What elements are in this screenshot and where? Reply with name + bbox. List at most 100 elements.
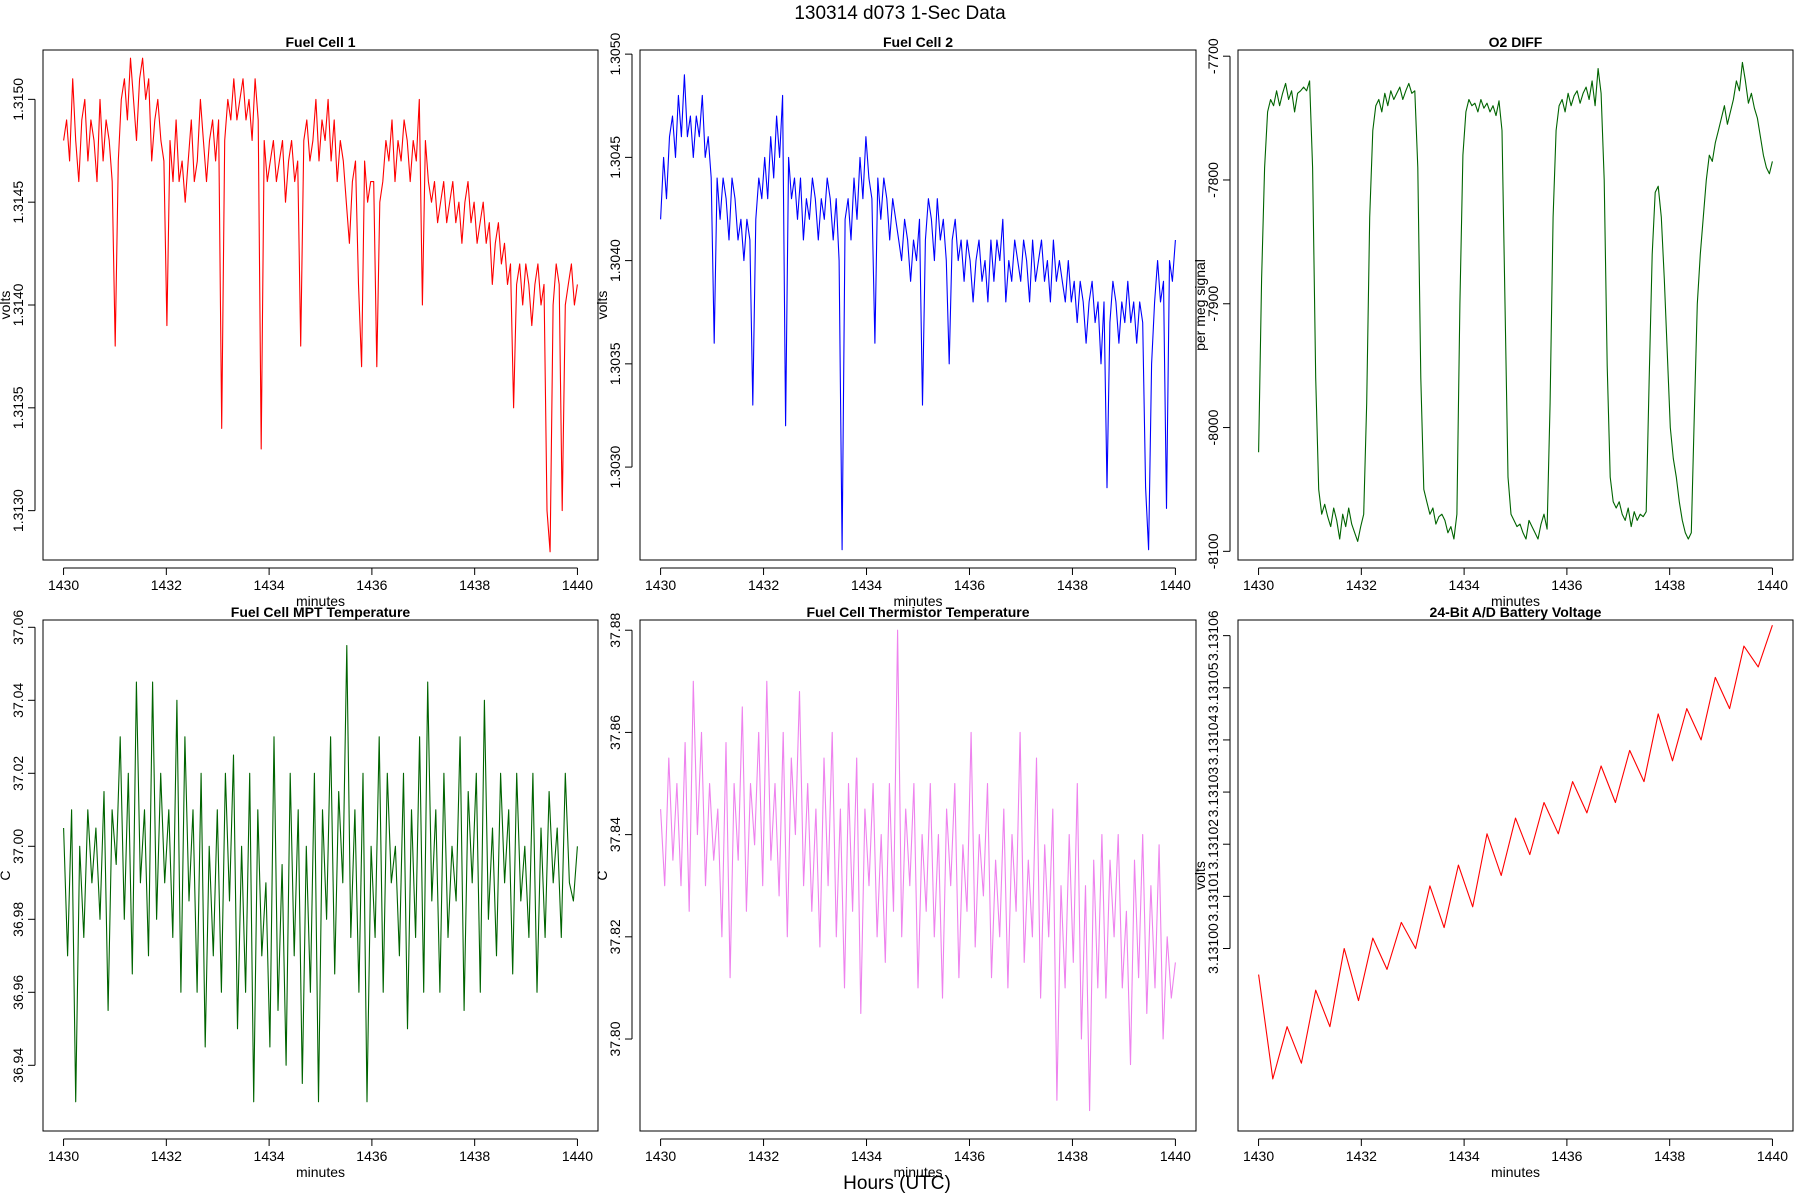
figure-title: 130314 d073 1-Sec Data — [794, 3, 1006, 24]
x-axis-label: minutes — [296, 593, 345, 609]
y-tick-label: -7800 — [1205, 162, 1221, 198]
y-tick-label: -7700 — [1205, 38, 1221, 74]
panel-4: Fuel Cell MPT Temperature 1430 1432 1434 143… — [0, 604, 599, 1180]
y-tick-label: 1.3140 — [10, 283, 26, 326]
x-tick-label: 1430 — [645, 1148, 676, 1164]
y-tick-label: 1.3135 — [10, 386, 26, 429]
x-tick-label: 1430 — [48, 1148, 79, 1164]
series-line — [63, 57, 578, 553]
plot-frame — [1237, 619, 1794, 1132]
x-tick-label: 1430 — [1243, 1148, 1274, 1164]
x-axis-label: minutes — [1491, 1164, 1540, 1180]
x-tick-label: 1438 — [1057, 1148, 1088, 1164]
x-tick-label: 1434 — [851, 1148, 882, 1164]
y-tick-label: 3.13100 — [1205, 923, 1221, 974]
panel-title: Fuel Cell 1 — [285, 34, 355, 50]
y-axis-label: C — [0, 870, 13, 880]
x-tick-label: 1436 — [356, 577, 387, 593]
y-tick-label: 1.3030 — [607, 445, 623, 488]
x-tick-label: 1436 — [954, 1148, 985, 1164]
y-tick-label: -7900 — [1205, 286, 1221, 322]
y-tick-label: 37.86 — [607, 715, 623, 750]
x-tick-label: 1434 — [1449, 1148, 1480, 1164]
y-tick-label: 1.3040 — [607, 239, 623, 282]
x-tick-label: 1436 — [356, 1148, 387, 1164]
panel-title: Fuel Cell MPT Temperature — [231, 604, 411, 620]
x-tick-label: 1440 — [1160, 577, 1191, 593]
series-line — [1258, 61, 1773, 542]
panel-3: O2 DIFF 1430 1432 1434 1436 1438 1440 minutes -8… — [1192, 34, 1794, 609]
y-tick-label: 37.84 — [607, 817, 623, 852]
y-axis-label: volts — [1192, 861, 1208, 890]
panel-title: Fuel Cell Thermistor Temperature — [806, 604, 1029, 620]
x-tick-label: 1438 — [459, 1148, 490, 1164]
panel-title: O2 DIFF — [1489, 34, 1543, 50]
x-tick-label: 1430 — [1243, 577, 1274, 593]
y-tick-label: 37.88 — [607, 612, 623, 647]
x-tick-label: 1432 — [748, 1148, 779, 1164]
series-line — [1258, 625, 1773, 1080]
x-tick-label: 1438 — [1654, 577, 1685, 593]
x-tick-label: 1436 — [954, 577, 985, 593]
x-tick-label: 1434 — [1449, 577, 1480, 593]
y-tick-label: 36.94 — [10, 1048, 26, 1083]
y-tick-label: 1.3050 — [607, 33, 623, 76]
y-tick-label: 36.96 — [10, 975, 26, 1010]
y-tick-label: -8100 — [1205, 533, 1221, 569]
y-axis-label: C — [594, 870, 610, 880]
series-line — [63, 644, 578, 1103]
series-line — [660, 74, 1176, 551]
outer-x-axis-label: Hours (UTC) — [843, 1173, 951, 1194]
x-tick-label: 1434 — [851, 577, 882, 593]
x-tick-label: 1438 — [1654, 1148, 1685, 1164]
x-tick-label: 1438 — [459, 577, 490, 593]
y-axis-label: volts — [594, 291, 610, 320]
y-tick-label: 3.13106 — [1205, 610, 1221, 661]
y-tick-label: 1.3045 — [607, 136, 623, 179]
y-tick-label: 37.82 — [607, 919, 623, 954]
x-tick-label: 1430 — [645, 577, 676, 593]
panel-1: Fuel Cell 1 1430 1432 1434 1436 1438 1440 minut… — [0, 34, 599, 609]
panel-6: 24-Bit A/D Battery Voltage 1430 1432 1434 14… — [1192, 604, 1794, 1180]
x-tick-label: 1440 — [1757, 1148, 1788, 1164]
y-tick-label: 37.04 — [10, 683, 26, 718]
x-tick-label: 1436 — [1551, 577, 1582, 593]
y-tick-label: 37.00 — [10, 829, 26, 864]
x-tick-label: 1432 — [1346, 577, 1377, 593]
panel-2: Fuel Cell 2 1430 1432 1434 1436 1438 1440 minut… — [594, 33, 1197, 609]
x-tick-label: 1432 — [748, 577, 779, 593]
y-tick-label: 1.3150 — [10, 78, 26, 121]
x-tick-label: 1434 — [254, 1148, 285, 1164]
y-tick-label: 36.98 — [10, 902, 26, 937]
y-axis-label: volts — [0, 291, 13, 320]
y-tick-label: 3.13104 — [1205, 714, 1221, 765]
x-tick-label: 1432 — [151, 1148, 182, 1164]
x-tick-label: 1440 — [562, 1148, 593, 1164]
y-tick-label: 1.3035 — [607, 342, 623, 385]
y-tick-label: 3.13101 — [1205, 871, 1221, 922]
x-axis-label: minutes — [893, 1164, 942, 1180]
plot-frame — [42, 49, 599, 561]
plot-frame — [1237, 49, 1794, 561]
panel-5: Fuel Cell Thermistor Temperature 1430 1432… — [594, 604, 1197, 1180]
y-tick-label: 37.06 — [10, 610, 26, 645]
x-axis-label: minutes — [296, 1164, 345, 1180]
x-tick-label: 1438 — [1057, 577, 1088, 593]
plot-frame — [639, 49, 1197, 561]
x-axis-label: minutes — [1491, 593, 1540, 609]
y-tick-label: -8000 — [1205, 409, 1221, 445]
y-tick-label: 37.02 — [10, 756, 26, 791]
x-axis-label: minutes — [893, 593, 942, 609]
x-tick-label: 1440 — [1160, 1148, 1191, 1164]
y-tick-label: 1.3145 — [10, 181, 26, 224]
plot-frame — [42, 619, 599, 1132]
y-tick-label: 37.80 — [607, 1021, 623, 1056]
panel-title: 24-Bit A/D Battery Voltage — [1430, 604, 1602, 620]
y-axis-label: per meg signal — [1192, 259, 1208, 351]
plot-frame — [639, 619, 1197, 1132]
x-tick-label: 1432 — [151, 577, 182, 593]
y-tick-label: 3.13103 — [1205, 767, 1221, 818]
x-tick-label: 1440 — [1757, 577, 1788, 593]
x-tick-label: 1432 — [1346, 1148, 1377, 1164]
